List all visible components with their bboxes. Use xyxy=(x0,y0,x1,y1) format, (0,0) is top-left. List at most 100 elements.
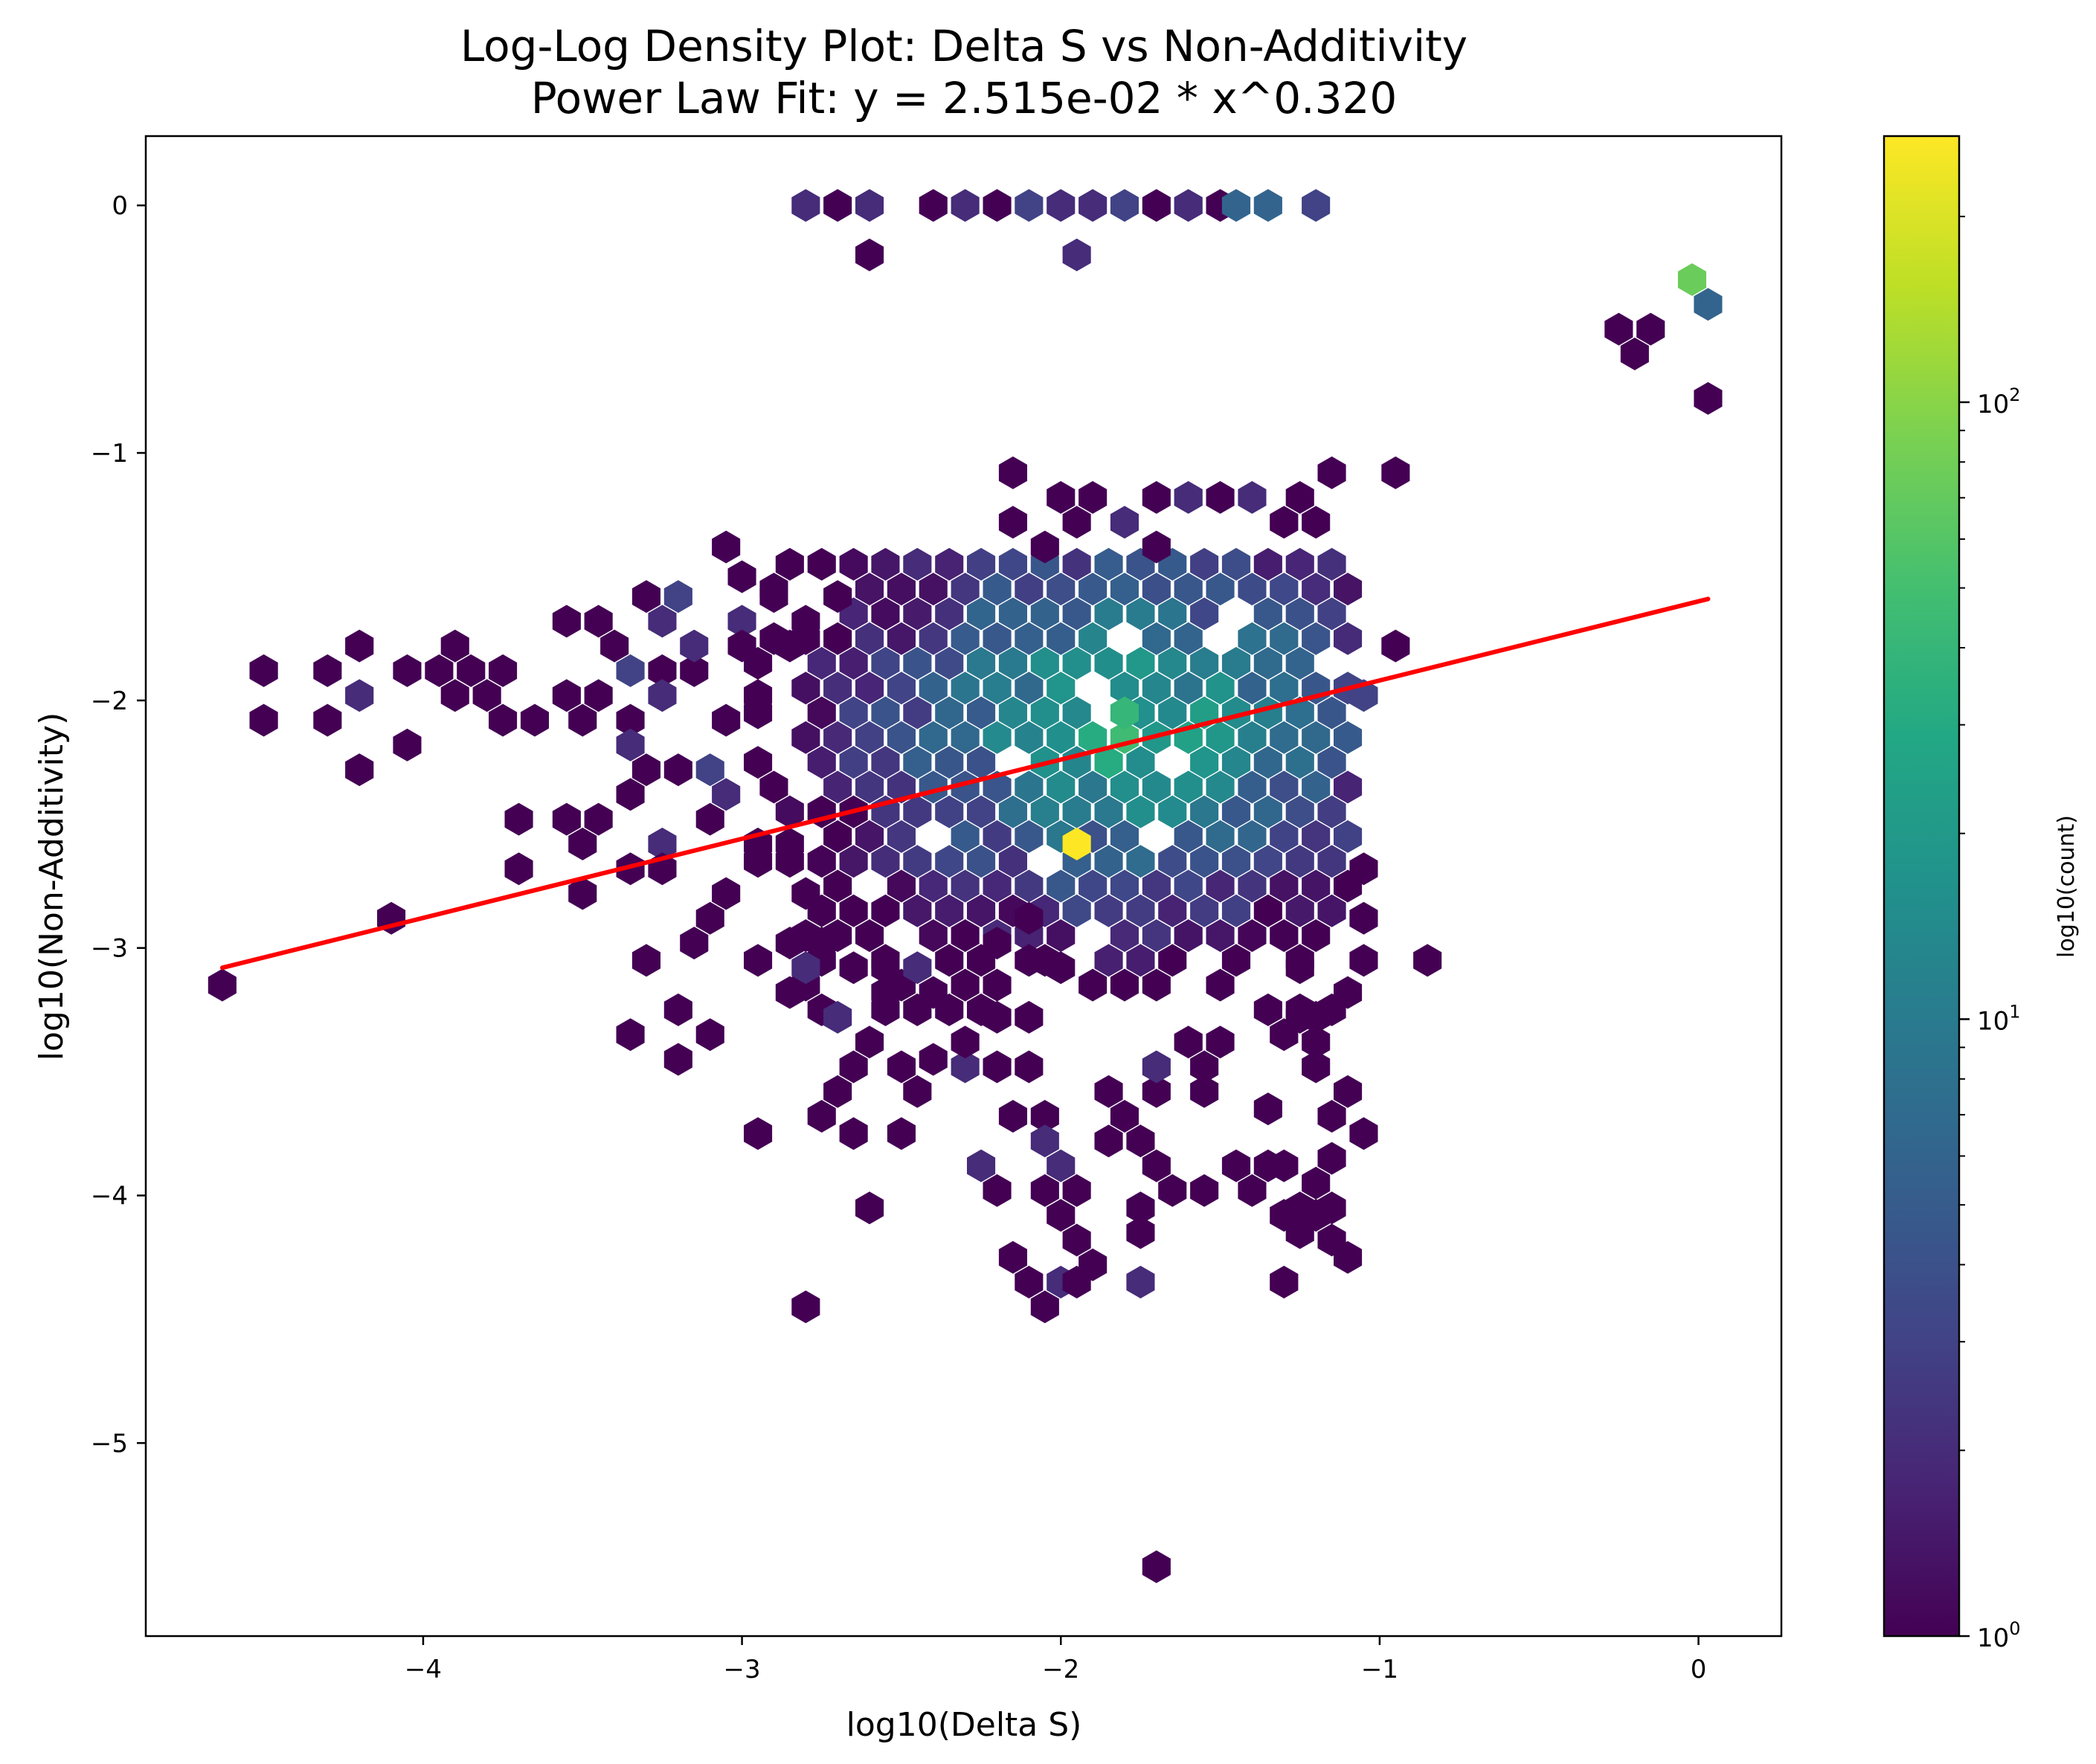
hexbin-cell xyxy=(951,1026,980,1059)
hexbin-cell xyxy=(744,1117,773,1150)
hexbin-cell xyxy=(791,877,820,910)
hexbin-cell xyxy=(504,852,533,886)
hexbin-cell xyxy=(967,845,996,878)
hexbin-cell xyxy=(1270,573,1299,606)
hexbin-cell xyxy=(983,968,1012,1002)
hexbin-cell xyxy=(871,547,900,581)
colorbar-ticks: 100 101 102 xyxy=(1959,216,2021,1653)
hexbin-cell xyxy=(1285,480,1314,514)
hexbin-cell xyxy=(1221,894,1251,927)
hexbin-cell xyxy=(1030,1174,1059,1207)
hexbin-cell xyxy=(1142,480,1171,514)
hexbin-cell xyxy=(1110,919,1139,953)
hexbin-cell xyxy=(616,728,645,762)
hexbin-cell xyxy=(489,704,518,737)
hexbin-cell xyxy=(823,770,852,804)
hexbin-cell xyxy=(919,573,948,606)
hexbin-cell xyxy=(1317,845,1346,878)
hexbin-cell xyxy=(1349,901,1378,935)
hexbin-cell xyxy=(680,927,709,960)
hexbin-cell xyxy=(552,802,581,836)
hexbin-cell xyxy=(1174,770,1203,804)
hexbin-cell xyxy=(1285,547,1314,581)
hexbin-cell xyxy=(1126,1191,1155,1225)
hexbin-cell xyxy=(855,820,884,853)
hexbin-cell xyxy=(951,820,980,853)
hexbin-cell xyxy=(791,721,820,754)
hexbin-cell xyxy=(919,919,948,953)
hexbin-cell xyxy=(967,894,996,927)
y-tick-label: −2 xyxy=(91,686,128,716)
hexbin-cell xyxy=(998,696,1027,730)
hexbin-cell xyxy=(1062,696,1091,730)
hexbin-cell xyxy=(1174,919,1203,953)
hexbin-cell xyxy=(1253,746,1282,779)
hexbin-cell xyxy=(1270,820,1299,853)
hexbin-cell xyxy=(712,704,741,737)
hexbin-cell xyxy=(1142,770,1171,804)
hexbin-cell xyxy=(951,1050,980,1084)
hexbin-cell xyxy=(1062,1266,1091,1298)
hexbin-cell xyxy=(1078,869,1108,903)
hexbin-cell xyxy=(1285,795,1314,828)
hexbin-cell xyxy=(1062,646,1091,680)
hexbin-cell xyxy=(871,951,900,985)
hexbin-cell xyxy=(1142,869,1171,903)
hexbin-cell xyxy=(775,629,804,663)
hexbin-cell xyxy=(1221,746,1251,779)
hexbin-cell xyxy=(1015,721,1044,754)
hexbin-cell xyxy=(520,704,549,737)
hexbin-cell xyxy=(983,189,1012,222)
hexbin-cell xyxy=(1110,573,1139,606)
hexbin-cell xyxy=(983,622,1012,655)
colorbar-tick-label: 102 xyxy=(1977,384,2021,419)
hexbin-cell xyxy=(1094,944,1123,977)
hexbin-cell xyxy=(1158,1174,1187,1207)
hexbin-cell xyxy=(1174,672,1203,705)
hexbin-cell xyxy=(663,993,692,1026)
hexbin-cell xyxy=(1238,573,1267,606)
hexbin-cell xyxy=(1158,845,1187,878)
hexbin-cell xyxy=(823,672,852,705)
hexbin-cell xyxy=(1206,968,1235,1002)
hexbin-cell xyxy=(393,728,422,762)
hexbin-cell xyxy=(313,704,342,737)
hexbin-cell xyxy=(1015,1266,1044,1298)
hexbin-cell xyxy=(208,968,237,1002)
hexbin-cell xyxy=(823,820,852,853)
hexbin-cell xyxy=(1285,951,1314,985)
hexbin-cell xyxy=(1206,480,1235,514)
hexbin-cell xyxy=(839,845,868,878)
hexbin-cell xyxy=(1317,1100,1346,1133)
hexbin-cell xyxy=(983,869,1012,903)
hexbin-cell xyxy=(1285,1000,1314,1034)
hexbin-cell xyxy=(1285,1216,1314,1249)
hexbin-cell xyxy=(775,795,804,828)
hexbin-cell xyxy=(967,746,996,779)
hexbin-cell xyxy=(1174,869,1203,903)
hexbin-cell xyxy=(1302,1050,1331,1084)
hexbin-cell xyxy=(648,654,677,687)
hexbin-cell xyxy=(967,646,996,680)
hexbin-cell xyxy=(1126,1124,1155,1158)
hexbin-cell xyxy=(1078,189,1108,222)
y-tick-label: −5 xyxy=(91,1429,128,1458)
hexbin-cell xyxy=(1015,672,1044,705)
hexbin-cell xyxy=(1285,894,1314,927)
hexbin-cell xyxy=(1015,1050,1044,1084)
hexbin-cell xyxy=(1694,288,1723,321)
hexbin-cell xyxy=(791,951,820,985)
hexbin-cell xyxy=(951,968,980,1002)
x-tick-label: −3 xyxy=(724,1655,761,1684)
hexbin-cell xyxy=(1015,770,1044,804)
hexbin-cell xyxy=(680,629,709,663)
hexbin-cell xyxy=(1253,597,1282,631)
hexbin-cell xyxy=(1238,622,1267,655)
hexbin-cell xyxy=(903,1075,932,1108)
hexbin-cell xyxy=(791,672,820,705)
hexbin-cell xyxy=(249,654,278,687)
hexbin-cell xyxy=(983,1050,1012,1084)
hexbin-cell xyxy=(1174,622,1203,655)
hexbin-cell xyxy=(1190,1075,1219,1108)
hexbin-cell xyxy=(1238,672,1267,705)
